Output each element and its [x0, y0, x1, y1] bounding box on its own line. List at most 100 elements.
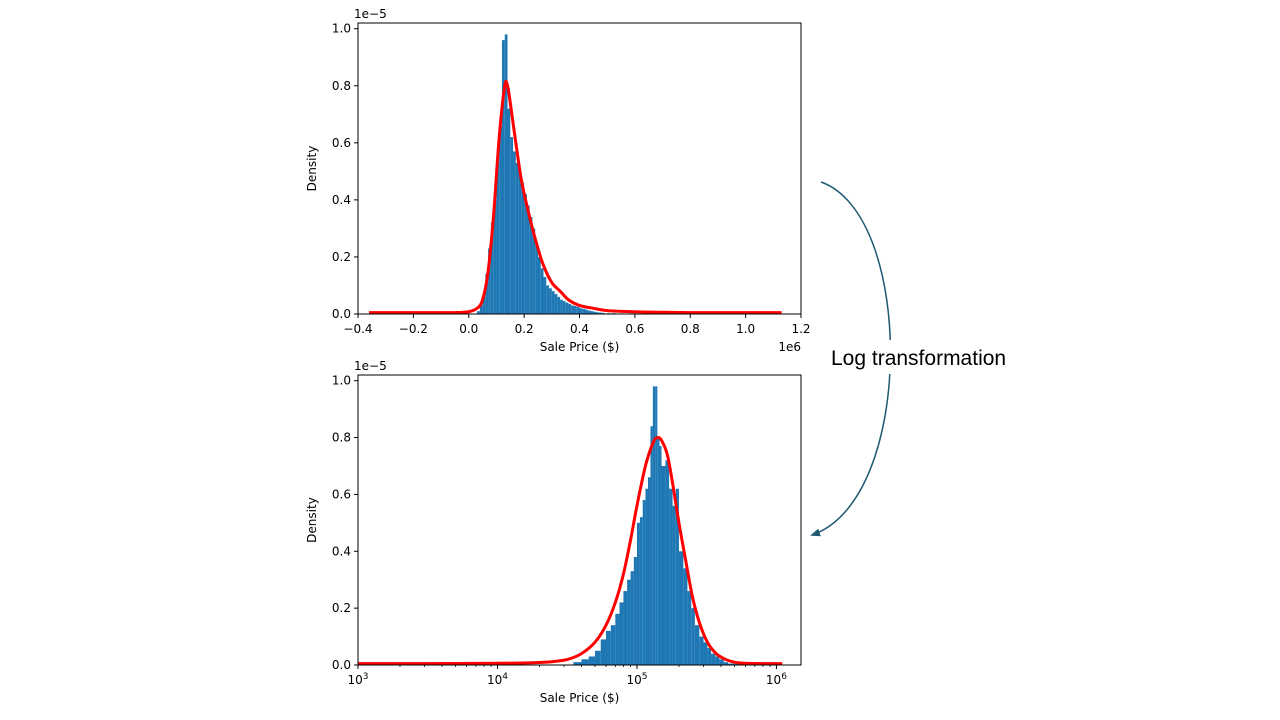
histogram-bar: [535, 242, 538, 314]
histogram-bar: [615, 613, 620, 665]
x-tick-label: 0.8: [681, 322, 700, 336]
y-tick-label: 0.6: [332, 136, 351, 150]
y-tick-label: 0.8: [332, 431, 351, 445]
x-tick-label: 103: [347, 672, 368, 687]
histogram-bar: [652, 386, 656, 665]
histogram-bar: [529, 217, 533, 314]
histogram-bar: [518, 171, 522, 314]
x-tick-label: 0.0: [459, 322, 478, 336]
histogram-bar: [490, 222, 494, 314]
log-price-histogram: 103 104 105 106 0.0 0.2 0.4 0.6 0.8 1.0 Sale Pri…: [305, 359, 802, 705]
histogram-bar: [573, 306, 577, 314]
x-tick-label: 105: [626, 672, 647, 687]
y-tick-label: 0.2: [332, 250, 351, 264]
kde-curve: [357, 435, 783, 666]
x-axis-label: Sale Price ($): [540, 691, 620, 705]
y-axis-offset-label: 1e−5: [354, 7, 387, 21]
histogram-bar: [645, 488, 649, 665]
y-axis-offset-label: 1e−5: [354, 359, 387, 373]
histogram-bar: [619, 602, 624, 665]
histogram-bar: [493, 199, 497, 314]
histogram-bar: [526, 205, 530, 314]
x-axis-label: Sale Price ($): [540, 340, 620, 354]
histogram-bars: [573, 386, 777, 665]
histogram-bar: [507, 108, 511, 314]
histogram-bar: [723, 662, 729, 665]
histogram-bar: [659, 446, 662, 665]
histogram-bar: [499, 125, 502, 315]
y-tick-label: 0.0: [332, 307, 351, 321]
histogram-bar: [479, 305, 483, 314]
y-tick-label: 0.0: [332, 658, 351, 672]
x-axis-offset-label: 1e6: [778, 340, 801, 354]
histogram-bar: [562, 301, 566, 314]
x-tick-label: 0.2: [515, 322, 534, 336]
x-tick-label: 0.4: [570, 322, 589, 336]
x-tick-label: −0.4: [343, 322, 372, 336]
kde-curve: [369, 79, 782, 315]
histogram-bar: [576, 306, 580, 314]
histogram-bar: [610, 625, 616, 665]
histogram-bar: [600, 639, 607, 665]
histogram-bars: [477, 34, 680, 315]
histogram-bar: [687, 591, 692, 665]
x-axis-ticks: −0.4 −0.2 0.0 0.2 0.4 0.6 0.8 1.0 1.2: [343, 314, 811, 336]
histogram-bar: [648, 477, 651, 665]
histogram-bar: [587, 310, 591, 314]
histogram-bar: [557, 296, 561, 314]
histogram-bar: [694, 625, 700, 665]
histogram-bar: [504, 34, 508, 314]
histogram-bar: [711, 653, 716, 665]
kde-curve-group: [357, 435, 783, 666]
y-tick-label: 0.8: [332, 79, 351, 93]
histogram-bar: [630, 571, 634, 665]
x-tick-label: 1.2: [791, 322, 810, 336]
histogram-bar: [532, 228, 536, 314]
histogram-bar: [488, 248, 491, 314]
histogram-bar: [627, 579, 631, 665]
kde-curve-group: [369, 79, 782, 315]
histogram-bar: [554, 294, 558, 314]
histogram-bar: [655, 386, 658, 665]
histogram-bar: [598, 312, 602, 314]
histogram-bar: [546, 285, 550, 314]
histogram-bar: [665, 460, 670, 665]
histogram-bar: [593, 311, 597, 314]
histogram-bar: [672, 505, 676, 665]
histogram-bar: [581, 659, 589, 665]
histogram-bar: [590, 311, 594, 314]
annotation-label: Log transformation: [831, 347, 1006, 370]
histogram-bar: [675, 488, 679, 665]
histogram-bar: [691, 608, 695, 665]
y-tick-label: 0.6: [332, 487, 351, 501]
histogram-bar: [707, 647, 712, 665]
histogram-bar: [703, 642, 708, 665]
histogram-bar: [669, 488, 673, 665]
y-tick-label: 0.2: [332, 601, 351, 615]
annotation-backdrop: [826, 340, 1036, 374]
y-tick-label: 0.4: [332, 544, 351, 558]
histogram-bar: [524, 194, 527, 314]
histogram-bar: [496, 157, 500, 314]
histogram-bar: [661, 465, 666, 665]
histogram-bar: [633, 556, 637, 665]
y-axis-label: Density: [305, 146, 319, 192]
histogram-bar: [596, 312, 599, 314]
histogram-bar: [501, 40, 505, 315]
histogram-bar: [560, 299, 563, 314]
histogram-bar: [636, 522, 640, 665]
histogram-bar: [678, 551, 684, 665]
histogram-bar: [601, 312, 605, 314]
histogram-bar: [515, 162, 519, 314]
linear-price-histogram: −0.4 −0.2 0.0 0.2 0.4 0.6 0.8 1.0 1.2 0.00.20.40…: [305, 7, 811, 354]
histogram-bar: [594, 650, 601, 665]
histogram-bar: [699, 636, 704, 665]
histogram-bar: [588, 656, 595, 665]
histogram-bar: [582, 308, 586, 314]
histogram-bar: [565, 302, 569, 314]
histogram-bar: [513, 151, 516, 314]
y-tick-label: 0.4: [332, 193, 351, 207]
y-axis-ticks: 0.0 0.2 0.4 0.6 0.8 1.0: [332, 22, 358, 321]
histogram-bar: [642, 500, 646, 665]
